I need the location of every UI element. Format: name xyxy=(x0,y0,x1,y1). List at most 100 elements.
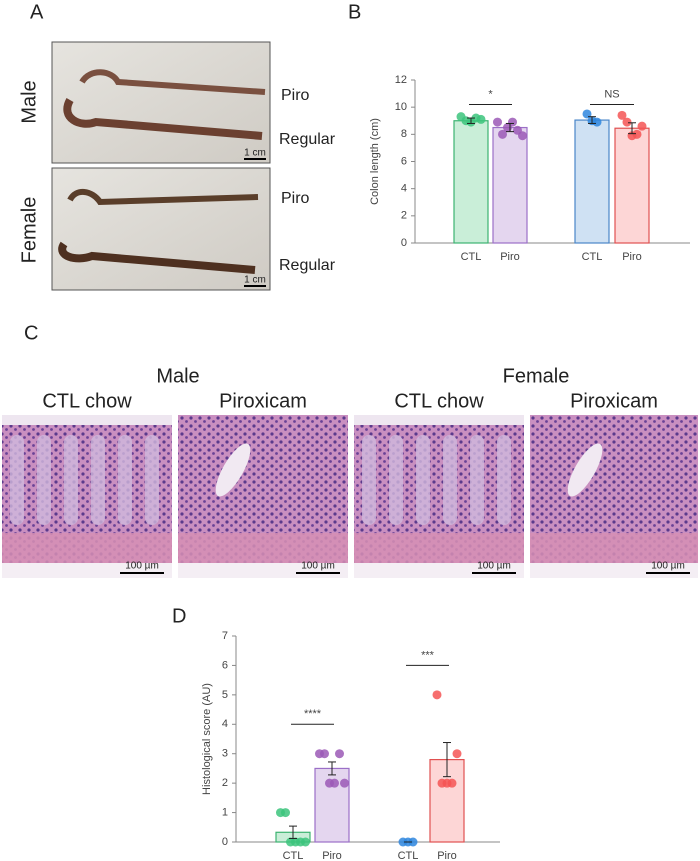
panel-label: B xyxy=(348,1,361,23)
lumen xyxy=(2,563,172,578)
data-point xyxy=(498,129,507,139)
data-point xyxy=(320,749,329,759)
crypt xyxy=(91,435,105,525)
y-tick-label: 1 xyxy=(222,806,228,818)
scale-label: 1 cm xyxy=(244,275,266,286)
y-tick-label: 0 xyxy=(401,237,407,249)
significance-label: * xyxy=(488,88,493,100)
data-point xyxy=(493,117,502,127)
y-axis-label: Histological score (AU) xyxy=(201,683,213,795)
panel-label: C xyxy=(24,322,38,344)
x-tick-label: CTL xyxy=(398,850,419,861)
crypt xyxy=(470,435,484,525)
column-label: Piroxicam xyxy=(570,390,658,412)
y-tick-label: 0 xyxy=(222,836,228,848)
crypt xyxy=(497,435,511,525)
data-point xyxy=(452,749,462,759)
data-point xyxy=(340,778,349,788)
x-tick-label: Piro xyxy=(322,850,342,861)
row-label: Male xyxy=(18,80,40,123)
data-point xyxy=(408,837,418,847)
data-point xyxy=(632,129,642,139)
significance-label: *** xyxy=(421,649,435,661)
crypt xyxy=(389,435,403,525)
y-tick-label: 4 xyxy=(222,718,228,730)
crypt xyxy=(37,435,51,525)
y-tick-label: 6 xyxy=(401,155,407,167)
bar xyxy=(492,126,528,244)
data-point xyxy=(518,131,527,141)
crypt xyxy=(64,435,78,525)
data-point xyxy=(592,117,602,127)
scale-label: 100 µm xyxy=(125,561,159,572)
lumen xyxy=(215,443,251,497)
muscle-layer xyxy=(178,533,348,563)
column-label: CTL chow xyxy=(42,390,132,412)
scale-label: 1 cm xyxy=(244,148,266,159)
sample-label: Regular xyxy=(279,131,336,148)
data-point xyxy=(447,778,457,788)
data-point xyxy=(637,121,647,131)
data-point xyxy=(335,749,344,759)
significance-label: NS xyxy=(604,88,619,100)
lumen xyxy=(2,415,172,425)
column-label: Piroxicam xyxy=(219,390,307,412)
x-tick-label: CTL xyxy=(283,850,304,861)
data-point xyxy=(508,117,517,127)
muscle-layer xyxy=(354,533,524,563)
lumen xyxy=(567,443,603,497)
group-label: Female xyxy=(503,365,570,387)
scale-label: 100 µm xyxy=(477,561,511,572)
y-tick-label: 12 xyxy=(395,74,407,86)
y-tick-label: 5 xyxy=(222,689,228,701)
lumen xyxy=(530,563,698,578)
scale-label: 100 µm xyxy=(651,561,685,572)
y-tick-label: 3 xyxy=(222,748,228,760)
crypt xyxy=(10,435,24,525)
x-tick-label: CTL xyxy=(582,251,603,263)
data-point xyxy=(622,117,632,127)
lumen xyxy=(354,415,524,425)
colon xyxy=(63,98,263,140)
crypt xyxy=(362,435,376,525)
data-point xyxy=(617,110,627,120)
photo xyxy=(51,41,271,164)
bar xyxy=(614,127,650,244)
data-point xyxy=(330,778,339,788)
colon xyxy=(67,189,259,206)
lumen xyxy=(354,563,524,578)
muscle-layer xyxy=(2,533,172,563)
data-point xyxy=(301,837,310,847)
data-point xyxy=(281,808,290,818)
colon xyxy=(58,241,256,274)
x-tick-label: CTL xyxy=(461,251,482,263)
y-tick-label: 7 xyxy=(222,630,228,642)
crypt xyxy=(443,435,457,525)
row-label: Female xyxy=(18,197,40,264)
data-point xyxy=(432,690,442,700)
bar xyxy=(574,119,610,244)
y-tick-label: 4 xyxy=(401,183,407,195)
sample-label: Piro xyxy=(281,190,310,207)
y-tick-label: 8 xyxy=(401,128,407,140)
y-tick-label: 2 xyxy=(222,777,228,789)
sample-label: Piro xyxy=(281,87,310,104)
panel-label: D xyxy=(172,605,186,627)
y-tick-label: 6 xyxy=(222,659,228,671)
x-tick-label: Piro xyxy=(500,251,520,263)
colon xyxy=(79,69,266,95)
bar xyxy=(453,120,489,244)
column-label: CTL chow xyxy=(394,390,484,412)
muscle-layer xyxy=(530,533,698,563)
scale-label: 100 µm xyxy=(301,561,335,572)
significance-label: **** xyxy=(304,708,322,720)
y-tick-label: 10 xyxy=(395,101,407,113)
panel-label: A xyxy=(30,1,44,23)
group-label: Male xyxy=(156,365,199,387)
lumen xyxy=(178,563,348,578)
crypt xyxy=(145,435,159,525)
sample-label: Regular xyxy=(279,257,336,274)
crypt xyxy=(118,435,132,525)
crypt xyxy=(416,435,430,525)
